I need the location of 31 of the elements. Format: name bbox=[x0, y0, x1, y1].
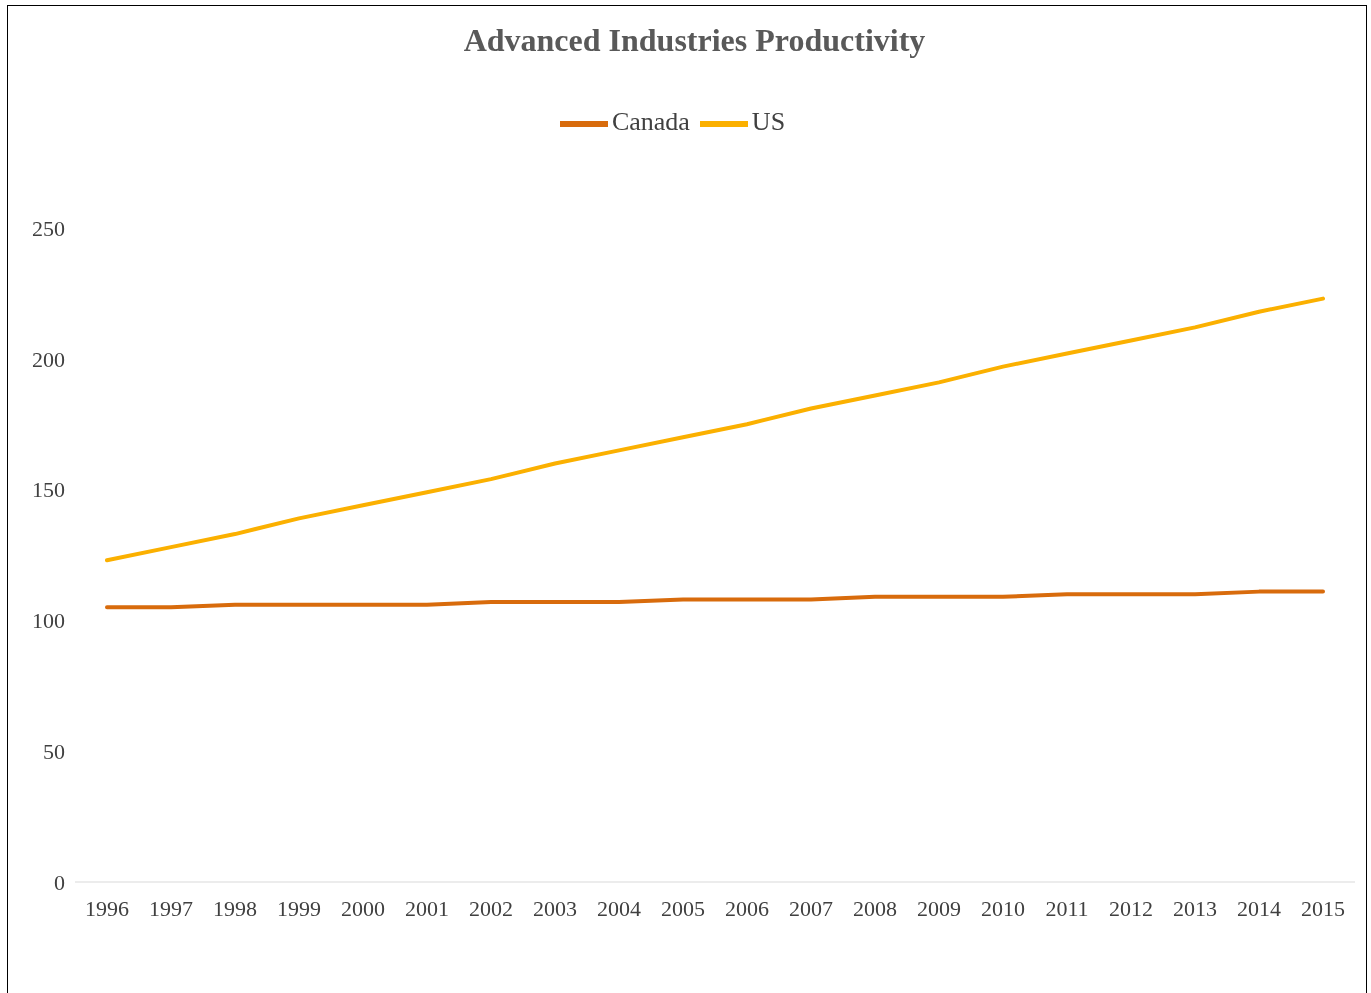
y-tick-label: 50 bbox=[43, 739, 65, 765]
x-tick-label: 1996 bbox=[85, 895, 129, 921]
y-tick-label: 250 bbox=[32, 215, 65, 241]
x-tick-label: 2007 bbox=[789, 895, 833, 921]
x-tick-label: 1999 bbox=[277, 895, 321, 921]
x-tick-label: 2011 bbox=[1045, 895, 1089, 921]
line-series bbox=[105, 589, 1325, 610]
x-tick-label: 2001 bbox=[405, 895, 449, 921]
y-tick-label: 200 bbox=[32, 346, 65, 372]
chart-title: Advanced Industries Productivity bbox=[462, 22, 927, 59]
x-tick-label: 1997 bbox=[149, 895, 193, 921]
x-tick-label: 2014 bbox=[1237, 895, 1281, 921]
x-tick-label: 2000 bbox=[341, 895, 385, 921]
line-series bbox=[105, 296, 1325, 563]
x-tick-label: 1998 bbox=[213, 895, 257, 921]
x-tick-label: 2002 bbox=[469, 895, 513, 921]
x-tick-label: 2003 bbox=[533, 895, 577, 921]
y-tick-label: 150 bbox=[32, 477, 65, 503]
x-tick-label: 2005 bbox=[661, 895, 705, 921]
y-tick-label: 100 bbox=[32, 608, 65, 634]
x-tick-label: 2008 bbox=[853, 895, 897, 921]
y-tick-label: 0 bbox=[54, 869, 65, 895]
x-tick-label: 2006 bbox=[725, 895, 769, 921]
legend-label: Canada bbox=[611, 106, 690, 136]
x-tick-label: 2013 bbox=[1173, 895, 1217, 921]
x-tick-label: 2010 bbox=[981, 895, 1025, 921]
legend-label: US bbox=[751, 106, 786, 136]
x-tick-label: 2015 bbox=[1301, 895, 1345, 921]
x-tick-label: 2004 bbox=[597, 895, 641, 921]
x-tick-label: 2012 bbox=[1109, 895, 1153, 921]
x-tick-label: 2009 bbox=[917, 895, 961, 921]
